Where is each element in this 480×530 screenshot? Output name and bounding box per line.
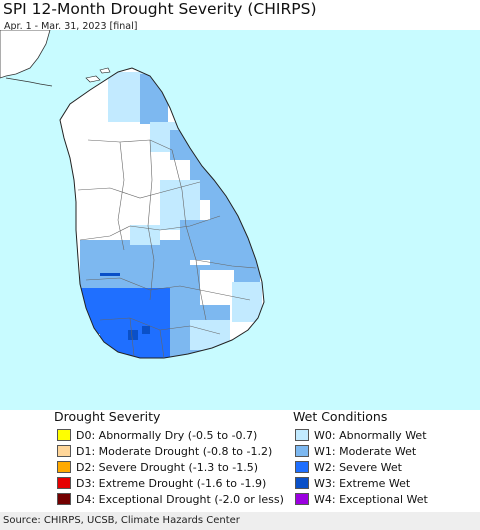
wet-patch-w3 <box>128 330 138 340</box>
legend-label: D3: Extreme Drought (-1.6 to -1.9) <box>76 476 267 490</box>
legend-swatch <box>57 477 71 489</box>
district-borders <box>77 139 257 359</box>
source-credit: Source: CHIRPS, UCSB, Climate Hazards Ce… <box>3 515 240 526</box>
legend-swatch <box>57 429 71 441</box>
drought-map <box>0 30 480 410</box>
legend-label: D2: Severe Drought (-1.3 to -1.5) <box>76 460 259 474</box>
legend-swatch <box>295 493 309 505</box>
drought-legend-item-d3: D3: Extreme Drought (-1.6 to -1.9) <box>57 476 266 490</box>
legend-label: W0: Abnormally Wet <box>314 428 427 442</box>
legend-label: D4: Exceptional Drought (-2.0 or less) <box>76 492 284 506</box>
legend-swatch <box>57 461 71 473</box>
island <box>85 75 101 83</box>
legend-label: D0: Abnormally Dry (-0.5 to -0.7) <box>76 428 258 442</box>
legend-swatch <box>295 429 309 441</box>
drought-legend-item-d0: D0: Abnormally Dry (-0.5 to -0.7) <box>57 428 257 442</box>
island <box>99 67 111 74</box>
legend-label: W1: Moderate Wet <box>314 444 417 458</box>
wet-legend-item-w2: W2: Severe Wet <box>295 460 402 474</box>
legend-label: D1: Moderate Drought (-0.8 to -1.2) <box>76 444 273 458</box>
map-subtitle: Apr. 1 - Mar. 31, 2023 [final] <box>4 21 138 32</box>
wet-patch-w0 <box>130 225 160 245</box>
wet-patch-w3 <box>142 326 150 334</box>
legend-swatch <box>295 445 309 457</box>
legend-label: W2: Severe Wet <box>314 460 402 474</box>
drought-legend-item-d2: D2: Severe Drought (-1.3 to -1.5) <box>57 460 258 474</box>
legend-label: W3: Extreme Wet <box>314 476 411 490</box>
wet-patch-w0 <box>232 282 262 322</box>
wet-legend-item-w1: W1: Moderate Wet <box>295 444 416 458</box>
legend-swatch <box>57 445 71 457</box>
wet-patch-w2 <box>80 288 170 334</box>
drought-legend-item-d1: D1: Moderate Drought (-0.8 to -1.2) <box>57 444 272 458</box>
adams-bridge <box>5 77 53 87</box>
drought-legend-item-d4: D4: Exceptional Drought (-2.0 or less) <box>57 492 284 506</box>
wetness-overlay <box>80 72 262 358</box>
legend-swatch <box>295 477 309 489</box>
legend-swatch <box>57 493 71 505</box>
drought-legend-heading: Drought Severity <box>54 409 161 424</box>
wet-patch-w3 <box>100 273 120 276</box>
legend-swatch <box>295 461 309 473</box>
map-title: SPI 12-Month Drought Severity (CHIRPS) <box>3 0 317 18</box>
wet-legend-item-w0: W0: Abnormally Wet <box>295 428 427 442</box>
legend-label: W4: Exceptional Wet <box>314 492 428 506</box>
footer-bar: Source: CHIRPS, UCSB, Climate Hazards Ce… <box>0 512 480 530</box>
sri-lanka-coastline <box>59 67 265 359</box>
wet-legend-item-w4: W4: Exceptional Wet <box>295 492 428 506</box>
india-landmass <box>0 30 51 79</box>
wet-legend-item-w3: W3: Extreme Wet <box>295 476 410 490</box>
wet-legend-heading: Wet Conditions <box>293 409 388 424</box>
